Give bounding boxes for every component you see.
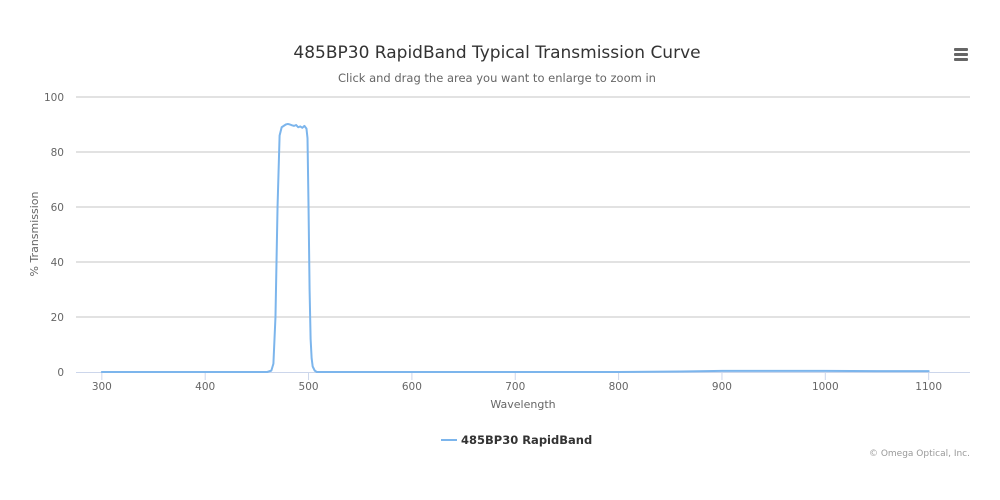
y-tick-label: 40 [51, 257, 64, 269]
x-tick-label: 500 [299, 381, 319, 393]
x-axis: 300 400 500 600 700 800 900 1000 1100 [76, 372, 970, 393]
x-tick-label: 300 [92, 381, 112, 393]
x-tick-label: 1100 [915, 381, 942, 393]
y-axis-tick-labels: 0 20 40 60 80 100 [44, 92, 64, 379]
x-tick-label: 800 [609, 381, 629, 393]
y-tick-label: 80 [51, 147, 64, 159]
x-tick-label: 900 [712, 381, 732, 393]
credits[interactable]: © Omega Optical, Inc. [869, 449, 970, 459]
series-group[interactable] [100, 122, 930, 373]
x-tick-label: 600 [402, 381, 422, 393]
legend-label-485bp30[interactable]: 485BP30 RapidBand [461, 433, 592, 447]
y-tick-label: 60 [51, 202, 64, 214]
menu-icon-bar [954, 58, 968, 61]
grid-lines [76, 96, 970, 318]
y-tick-label: 20 [51, 312, 64, 324]
chart-title: 485BP30 RapidBand Typical Transmission C… [293, 43, 700, 63]
chart-subtitle: Click and drag the area you want to enla… [338, 71, 656, 85]
menu-icon-bar [954, 48, 968, 51]
x-tick-label: 700 [505, 381, 525, 393]
x-tick-label: 400 [195, 381, 215, 393]
menu-icon-bar [954, 53, 968, 56]
x-axis-title: Wavelength [490, 398, 555, 411]
series-line-485bp30[interactable] [100, 122, 930, 373]
x-tick-label: 1000 [812, 381, 839, 393]
legend[interactable]: 485BP30 RapidBand [441, 433, 592, 447]
y-tick-label: 100 [44, 92, 64, 104]
menu-icon[interactable] [946, 42, 976, 68]
y-axis-title: % Transmission [28, 191, 41, 276]
y-tick-label: 0 [57, 367, 64, 379]
